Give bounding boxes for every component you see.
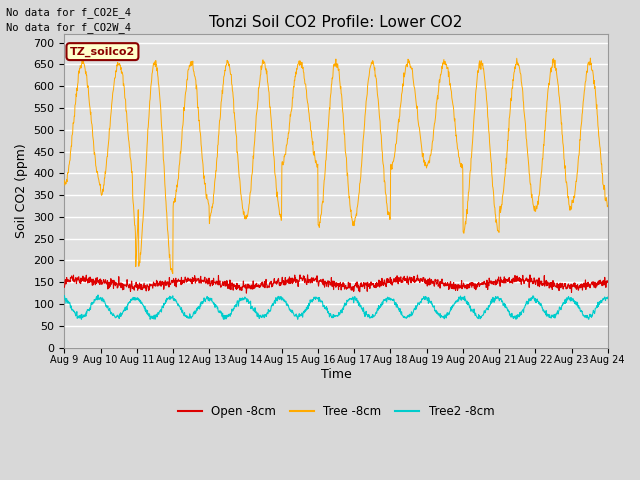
X-axis label: Time: Time: [321, 368, 351, 381]
Legend: Open -8cm, Tree -8cm, Tree2 -8cm: Open -8cm, Tree -8cm, Tree2 -8cm: [173, 401, 499, 423]
Title: Tonzi Soil CO2 Profile: Lower CO2: Tonzi Soil CO2 Profile: Lower CO2: [209, 15, 463, 30]
Text: No data for f_CO2W_4: No data for f_CO2W_4: [6, 22, 131, 33]
Text: TZ_soilco2: TZ_soilco2: [70, 47, 135, 57]
Y-axis label: Soil CO2 (ppm): Soil CO2 (ppm): [15, 144, 28, 238]
Text: No data for f_CO2E_4: No data for f_CO2E_4: [6, 7, 131, 18]
